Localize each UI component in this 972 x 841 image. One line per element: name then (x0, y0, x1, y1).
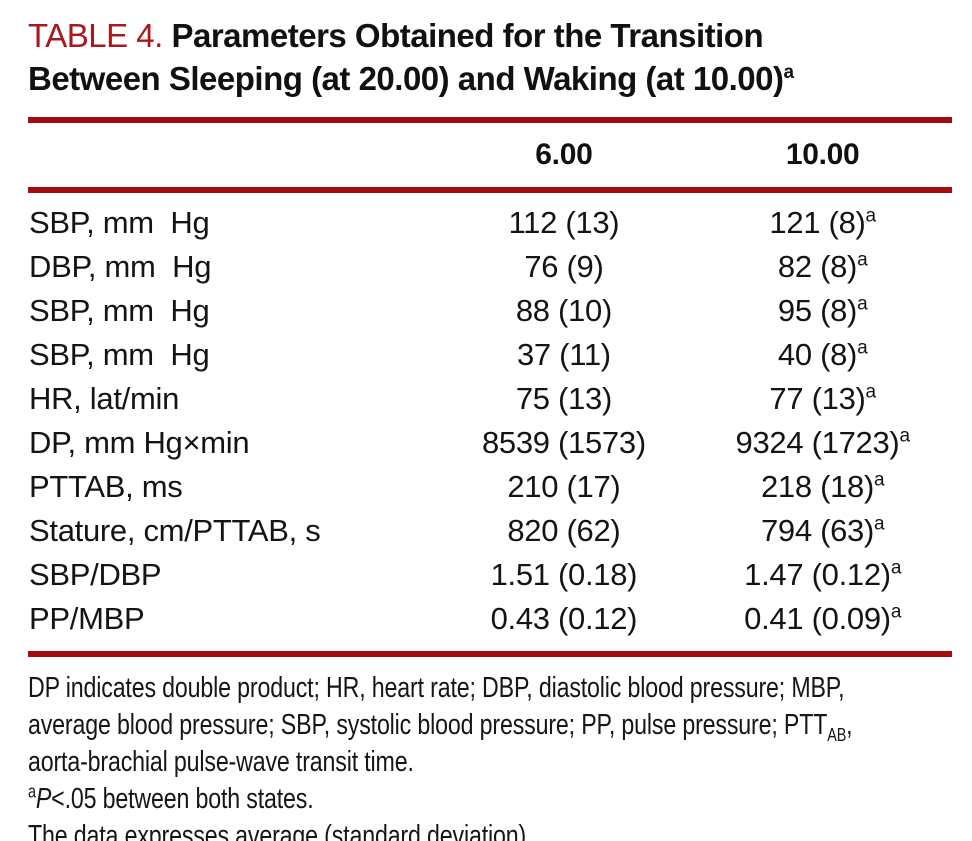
table-row: PP/MBP 0.43 (0.12) 0.41 (0.09)a (28, 597, 952, 654)
row-label: Stature, cm/PTTAB, s (29, 513, 321, 548)
value-600: 8539 (1573) (481, 425, 646, 460)
header-row: 6.00 10.00 (28, 120, 952, 190)
table-body: SBP, mm Hg 112 (13) 121 (8)a DBP, mm Hg … (28, 190, 952, 654)
table-title: TABLE 4. Parameters Obtained for the Tra… (28, 14, 952, 100)
table-row: SBP/DBP 1.51 (0.18) 1.47 (0.12)a (28, 553, 952, 597)
table-row: DP, mm Hg×min 8539 (1573) 9324 (1723)a (28, 421, 952, 465)
value-600: 112 (13) (508, 205, 620, 240)
footnote-a-marker: a (28, 781, 36, 802)
value-1000: 40 (8)a (777, 337, 868, 372)
table-row: SBP, mm Hg 88 (10) 95 (8)a (28, 289, 952, 333)
significance-marker: a (857, 293, 868, 315)
table-row: SBP, mm Hg 37 (11) 40 (8)a (28, 333, 952, 377)
significance-marker: a (865, 381, 877, 403)
footnote-abbreviations-line2: average blood pressure; SBP, systolic bl… (28, 709, 853, 745)
footnote-abbreviations-line1: DP indicates double product; HR, heart r… (28, 672, 845, 704)
value-1000: 9324 (1723)a (735, 425, 910, 460)
significance-marker: a (899, 425, 910, 447)
significance-marker: a (874, 513, 885, 535)
value-1000: 794 (63)a (760, 513, 885, 548)
row-label: HR, lat/min (29, 381, 180, 416)
value-600: 820 (62) (507, 513, 621, 548)
footnote-data-note: The data expresses average (standard dev… (28, 820, 533, 841)
value-600: 1.51 (0.18) (490, 557, 638, 592)
column-header-600: 6.00 (535, 138, 593, 171)
value-1000: 82 (8)a (777, 249, 868, 284)
parameters-table: 6.00 10.00 SBP, mm Hg 112 (13) 121 (8)a … (28, 117, 952, 657)
table-title-line1: TABLE 4. Parameters Obtained for the Tra… (28, 14, 952, 57)
table-title-footnote-marker: a (783, 62, 795, 83)
value-600: 210 (17) (507, 469, 621, 504)
value-1000: 1.47 (0.12)a (744, 557, 902, 592)
table-header: 6.00 10.00 (28, 120, 952, 190)
value-600: 88 (10) (515, 293, 612, 328)
value-600: 37 (11) (516, 337, 611, 372)
value-600: 75 (13) (515, 381, 612, 416)
p-value-symbol: P (35, 783, 52, 815)
significance-marker: a (890, 557, 902, 579)
footnote-abbreviations-line3: aorta-brachial pulse-wave transit time. (28, 746, 414, 778)
row-label: PTTAB, ms (29, 469, 183, 504)
significance-marker: a (874, 469, 885, 491)
significance-marker: a (865, 205, 877, 227)
value-1000: 0.41 (0.09)a (744, 601, 902, 636)
significance-marker: a (890, 601, 902, 623)
table-number: TABLE 4. (28, 17, 163, 54)
table-row: SBP, mm Hg 112 (13) 121 (8)a (28, 190, 952, 245)
value-1000: 218 (18)a (760, 469, 885, 504)
table-row: PTTAB, ms 210 (17) 218 (18)a (28, 465, 952, 509)
value-600: 0.43 (0.12) (490, 601, 638, 636)
value-1000: 121 (8)a (769, 205, 877, 240)
value-1000: 77 (13)a (769, 381, 877, 416)
ptt-ab-subscript: AB (827, 724, 847, 745)
table-row: HR, lat/min 75 (13) 77 (13)a (28, 377, 952, 421)
footnote-significance: aP<.05 between both states. (28, 781, 314, 815)
row-label: DP, mm Hg×min (29, 425, 250, 460)
row-label: SBP/DBP (29, 557, 162, 592)
table-title-line2: Between Sleeping (at 20.00) and Waking (… (28, 57, 952, 100)
row-label: SBP, mm Hg (29, 205, 210, 240)
table-title-text1: Parameters Obtained for the Transition (171, 17, 764, 54)
column-header-empty (28, 120, 435, 190)
row-label: SBP, mm Hg (29, 337, 210, 372)
value-600: 76 (9) (524, 249, 604, 284)
row-label: PP/MBP (29, 601, 145, 636)
table-title-text2: Between Sleeping (at 20.00) and Waking (… (28, 60, 784, 97)
table-row: Stature, cm/PTTAB, s 820 (62) 794 (63)a (28, 509, 952, 553)
value-1000: 95 (8)a (777, 293, 868, 328)
row-label: SBP, mm Hg (29, 293, 210, 328)
significance-marker: a (857, 249, 868, 271)
table-footnotes: DP indicates double product; HR, heart r… (28, 670, 944, 841)
significance-marker: a (857, 337, 868, 359)
row-label: DBP, mm Hg (29, 249, 212, 284)
column-header-1000: 10.00 (785, 138, 860, 171)
table-row: DBP, mm Hg 76 (9) 82 (8)a (28, 245, 952, 289)
